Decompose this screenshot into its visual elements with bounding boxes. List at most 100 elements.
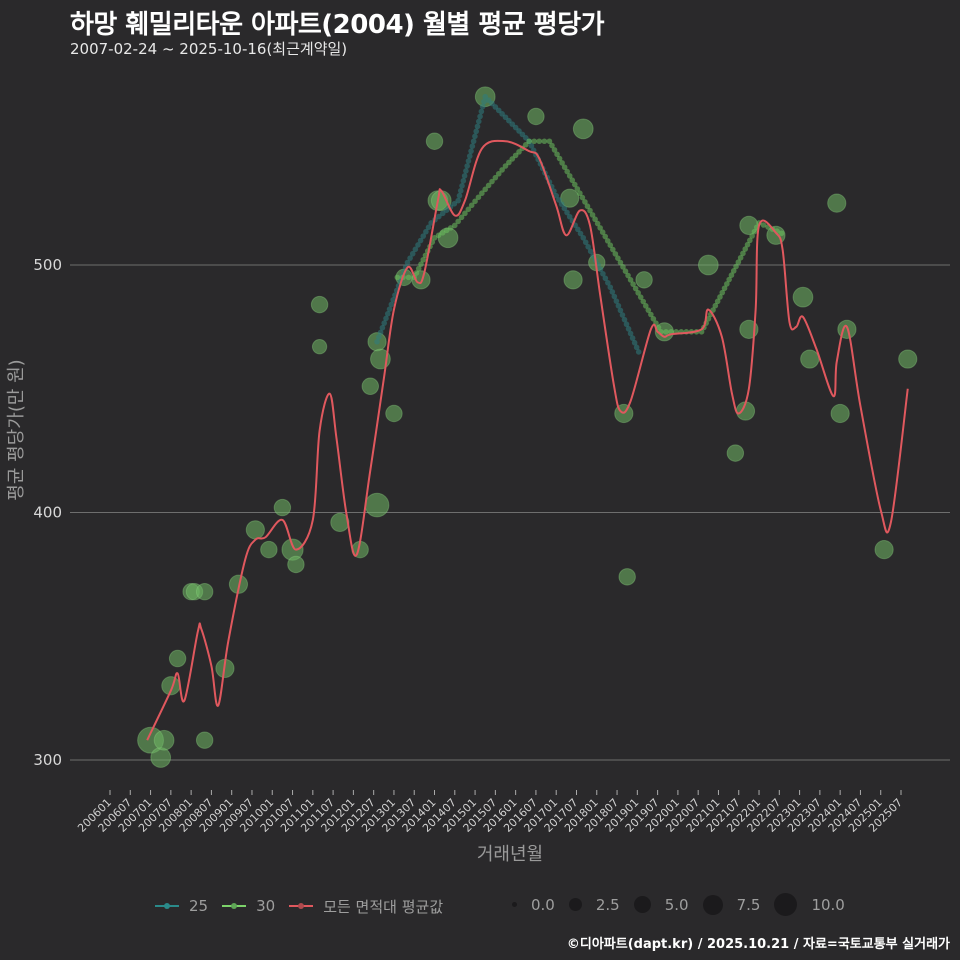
series-point (404, 259, 411, 266)
series-point (561, 164, 568, 171)
series-point (612, 251, 619, 257)
series-point (447, 225, 454, 231)
series-point (607, 242, 614, 248)
transaction-bubble (310, 295, 329, 314)
x-axis-ticks: 2006012006072007012007072008012008072009… (75, 790, 905, 835)
series-point (381, 320, 388, 326)
series-point (566, 173, 573, 179)
transaction-bubble (195, 731, 214, 749)
series-point (451, 201, 458, 207)
series-point (465, 206, 472, 213)
series-point (466, 153, 473, 159)
size-dot-icon (702, 894, 723, 915)
series-point (469, 143, 476, 149)
series-point (489, 178, 495, 185)
y-axis-title: 평균 평당가(만 원) (6, 359, 27, 500)
series-point (420, 256, 427, 263)
transaction-bubble (697, 254, 719, 276)
series-point (585, 243, 591, 250)
series-point (516, 128, 522, 134)
series-point (778, 230, 785, 237)
series-point (455, 218, 461, 225)
series-point (509, 156, 516, 162)
transaction-bubble (527, 107, 545, 126)
chart-title: 하망 훼밀리타운 아파트(2004) 월별 평균 평당가 (70, 10, 605, 40)
size-dot-icon (512, 902, 517, 907)
transaction-bubble (287, 555, 305, 574)
series-point (519, 131, 526, 138)
series-point (556, 197, 562, 203)
series-point (425, 224, 432, 231)
series-point (451, 222, 458, 229)
transaction-bubble (168, 649, 187, 668)
series-point (413, 270, 420, 276)
size-legend-item: 0.0 (512, 896, 555, 914)
series-point (620, 264, 626, 270)
series-point (602, 275, 609, 282)
series-point (423, 228, 429, 235)
series-point (443, 227, 450, 234)
series-point (635, 349, 642, 355)
series-point (377, 329, 384, 336)
series-point (506, 159, 512, 166)
series-point (615, 255, 621, 261)
series-point (506, 117, 512, 124)
series-point (737, 254, 744, 261)
series-point (528, 142, 535, 149)
series-point (721, 285, 728, 292)
series-point (629, 335, 636, 341)
series-point (522, 141, 529, 148)
series-point (610, 246, 616, 253)
series-point (468, 148, 474, 154)
series-point (418, 261, 424, 267)
series-point (582, 199, 588, 205)
series-point (623, 321, 630, 328)
transaction-bubble (800, 349, 820, 369)
series-legend: 25 30 모든 면적대 평균값 (155, 895, 457, 917)
transaction-bubble (830, 403, 850, 424)
series-point (582, 239, 589, 246)
series-point (383, 315, 389, 322)
series-point (742, 246, 749, 252)
series-point (733, 263, 739, 270)
series-point (633, 344, 640, 351)
legend-swatch-average (289, 903, 314, 909)
series-point (405, 274, 412, 281)
series-point (735, 259, 742, 265)
size-dot-icon (633, 896, 651, 913)
series-point (559, 160, 565, 166)
series-point (412, 246, 419, 253)
series-point (475, 194, 482, 201)
series-point (728, 272, 735, 278)
transaction-bubble (827, 193, 847, 213)
y-axis-ticks: 300 400 500 (33, 256, 62, 769)
transaction-bubble (195, 582, 214, 601)
transaction-bubbles (137, 86, 918, 768)
legend-swatch-30 (222, 903, 247, 909)
transaction-bubble (385, 404, 403, 423)
series-point (714, 298, 721, 305)
series-point (609, 289, 616, 295)
transaction-bubble (260, 540, 278, 559)
series-point (462, 210, 468, 217)
series-point (415, 265, 422, 272)
transaction-bubble (898, 349, 918, 369)
series-point (561, 205, 568, 212)
series-point (526, 138, 532, 145)
series-point (379, 324, 386, 331)
series-point (617, 307, 624, 314)
series-point (625, 272, 631, 279)
series-point (456, 192, 463, 199)
transaction-bubble (311, 339, 328, 355)
series-point (458, 214, 465, 221)
series-point (587, 248, 594, 255)
series-point (553, 192, 560, 199)
size-dot-icon (774, 893, 798, 916)
series-point (579, 194, 586, 201)
series-point (546, 138, 553, 145)
series-point (597, 225, 603, 231)
legend-item-30: 30 (222, 897, 275, 915)
transaction-bubble (150, 747, 172, 768)
series-point (443, 207, 450, 213)
